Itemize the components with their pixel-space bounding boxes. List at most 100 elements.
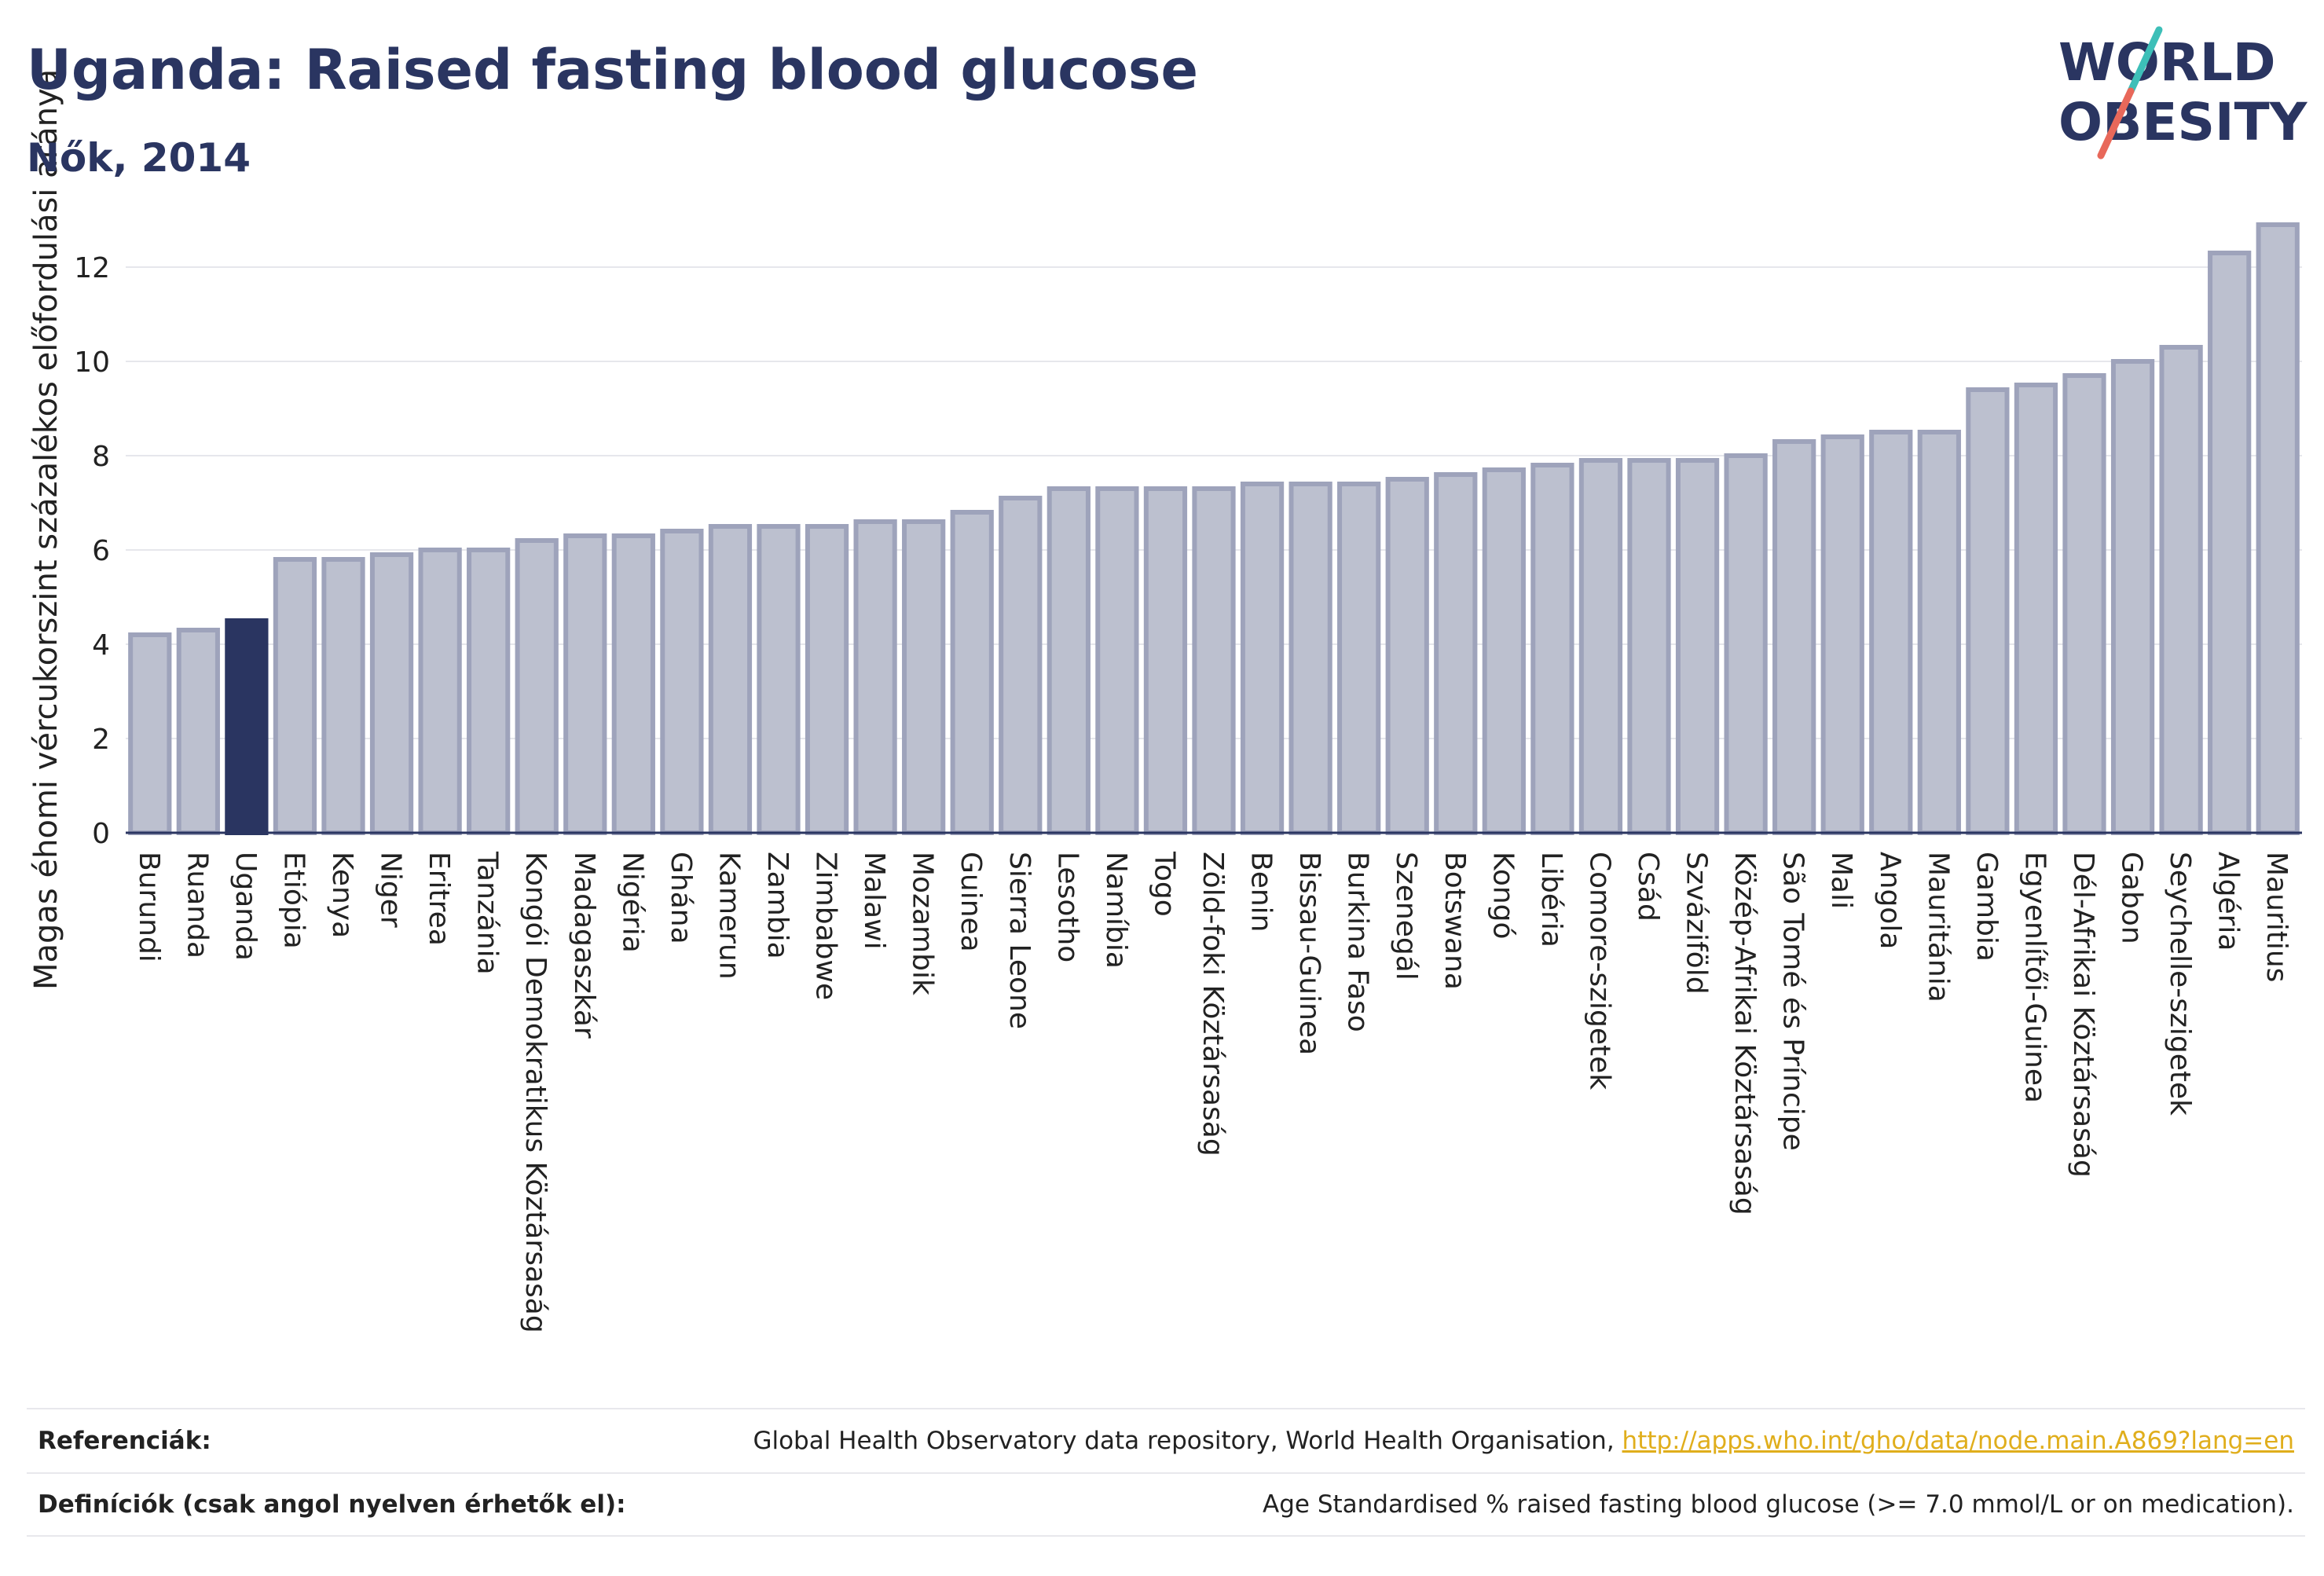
y-tick-label: 2 [92,724,110,756]
x-tick-label: Togo [1148,851,1180,917]
x-tick-label: Csád [1632,852,1664,922]
bar [467,548,511,835]
bar [1966,387,2010,835]
x-tick-label: Mozambik [907,852,939,995]
bar [1434,472,1478,835]
references-label: Referenciák: [38,1427,211,1455]
bar [1095,486,1139,835]
references-text: Global Health Observatory data repositor… [753,1427,1615,1455]
x-tick-label: Ruanda [181,852,213,958]
bar [1240,482,1285,835]
x-tick-label: Niger [375,852,407,928]
x-tick-label: Kongó [1486,852,1519,940]
y-tick-label: 4 [92,629,110,662]
x-tick-label: Madagaszkár [568,852,600,1039]
y-axis-ticks: 0 2 4 6 8 10 12 [74,252,110,850]
definitions-text: Age Standardised % raised fasting blood … [1263,1490,2294,1519]
bar [2110,359,2155,835]
world-obesity-logo: WORLD OBESITY [2058,26,2308,159]
bar [515,538,559,835]
bar [418,548,462,835]
x-tick-label: Uganda [229,852,262,961]
bar [1530,463,1574,835]
bar [128,632,172,835]
y-tick-label: 10 [74,346,110,379]
y-axis-title: Magas éhomi vércukorszint százalékos elő… [28,69,64,990]
bar [321,557,365,835]
x-tick-label: Szenegál [1390,852,1422,980]
bar [1578,458,1623,835]
bar [2062,373,2106,835]
x-tick-label: Seychelle-szigetek [2164,852,2196,1116]
bar [950,510,994,835]
bar [1192,486,1236,835]
x-tick-label: Kongói Demokratikus Köztársaság [519,852,552,1333]
y-tick-label: 12 [74,252,110,284]
bar [1627,458,1671,835]
bar [1337,482,1381,835]
x-tick-label: Nigéria [616,852,648,953]
bar [2256,222,2300,835]
bar [611,533,655,835]
bar [1047,486,1091,835]
bar [1385,477,1429,835]
x-tick-label: Algéria [2212,852,2245,951]
bar [1143,486,1188,835]
bar-highlight [225,618,269,835]
x-tick-label: Gambia [1970,852,2003,962]
x-tick-label: Namíbia [1100,852,1132,969]
x-tick-label: Sierra Leone [1003,852,1036,1029]
bar [902,519,946,835]
bar [1675,458,1720,835]
x-tick-label: Benin [1245,852,1277,932]
bars [128,222,2300,835]
x-axis-labels: Burundi Ruanda Uganda Etiópia Kenya Niger Erit… [133,851,2293,1333]
x-tick-label: Egyenlítői-Guinea [2018,852,2051,1103]
x-tick-label: Mali [1825,852,1857,909]
bar [999,496,1043,835]
references-link[interactable]: http://apps.who.int/gho/data/node.main.A… [1622,1427,2294,1455]
bar [1482,467,1526,835]
y-tick-label: 8 [92,441,110,473]
bar [2208,251,2252,835]
page-title: Uganda: Raised fasting blood glucose [27,38,1199,102]
x-tick-label: Ghána [665,852,697,944]
x-tick-label: São Tomé és Príncipe [1777,852,1809,1151]
bar [708,524,753,835]
bar [853,519,897,835]
bar [1724,453,1768,835]
x-tick-label: Zöld-foki Köztársaság [1197,852,1229,1156]
bar [660,529,704,835]
bar [1917,430,1961,835]
x-tick-label: Kenya [326,852,358,938]
bar [1869,430,1913,835]
x-tick-label: Gabon [2116,852,2148,944]
x-tick-label: Libéria [1535,852,1567,947]
logo-line-2: OBESITY [2058,92,2308,152]
x-tick-label: Tanzánia [471,851,504,975]
x-tick-label: Lesotho [1051,852,1083,962]
x-tick-label: Kamerun [713,852,745,980]
x-tick-label: Zambia [761,852,794,959]
bar [2159,345,2203,835]
x-tick-label: Eritrea [423,852,455,946]
page-subtitle: Nők, 2014 [27,135,251,181]
definitions-label: Definíciók (csak angol nyelven érhetők e… [38,1490,626,1519]
x-tick-label: Burkina Faso [1342,852,1374,1032]
x-tick-label: Burundi [133,852,165,962]
y-tick-label: 0 [92,818,110,850]
x-tick-label: Mauritius [2260,852,2293,982]
x-tick-label: Zimbabwe [810,852,842,1000]
x-tick-label: Szváziföld [1681,852,1713,995]
x-tick-label: Botswana [1439,852,1471,990]
definitions-row: Definíciók (csak angol nyelven érhetők e… [27,1472,2305,1537]
x-tick-label: Dél-Afrikai Köztársaság [2067,852,2099,1178]
logo-slash-teal [2127,26,2163,95]
y-tick-label: 6 [92,535,110,567]
x-tick-label: Közép-Afrikai Köztársaság [1728,852,1761,1215]
bar [369,552,414,835]
x-tick-label: Mauritánia [1922,852,1954,1002]
bar [176,628,220,835]
bar [757,524,801,835]
logo-line-1: WORLD [2058,32,2276,93]
